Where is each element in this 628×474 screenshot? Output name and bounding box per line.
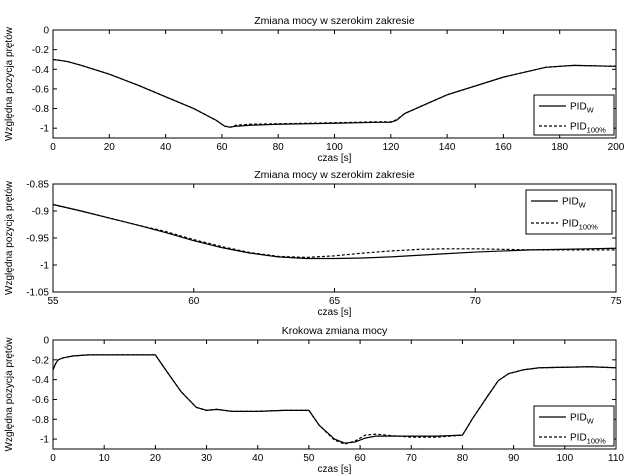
x-tick-label: 50 [303,453,315,464]
y-tick-label: -1 [40,435,49,446]
legend-label-main: PID [570,122,587,133]
legend-label-pid-100: PID100% [570,122,606,135]
y-tick-label: -0.8 [32,104,50,115]
legend-label-subscript: W [587,106,595,115]
legend-label-main: PID [570,102,587,113]
x-tick-label: 70 [470,296,482,307]
y-axis-label: Względna pozycja prętów [4,180,15,295]
y-tick-label: -0.4 [32,375,50,386]
series-line-pid-w [52,354,617,444]
y-tick-label: -1 [40,124,49,135]
axes-frame [52,29,617,139]
axes-frame [52,339,617,450]
legend-label-main: PID [570,413,587,424]
y-tick-label: -0.6 [32,84,50,95]
y-tick-label: -0.95 [26,234,49,245]
x-axis-label: czas [s] [318,464,352,474]
x-tick-label: 65 [329,296,341,307]
legend-box [533,405,615,447]
x-tick-label: 20 [150,453,162,464]
x-tick-label: 30 [201,453,213,464]
chart-title: Zmiana mocy w szerokim zakresie [254,15,415,27]
x-tick-label: 120 [382,142,399,153]
x-tick-label: 40 [160,142,172,153]
legend-box [533,94,615,136]
x-tick-label: 140 [439,142,456,153]
x-tick-label: 80 [457,453,469,464]
chart-title: Krokowa zmiana mocy [282,325,388,337]
series-line-pid-w [52,58,617,128]
x-tick-label: 60 [216,142,228,153]
x-tick-label: 40 [252,453,264,464]
y-axis-label: Względna pozycja prętów [4,26,15,141]
y-tick-label: -0.85 [26,180,49,191]
x-tick-label: 0 [50,142,56,153]
series-line-pid-100 [52,354,617,445]
x-tick-label: 70 [406,453,418,464]
x-axis-label: czas [s] [318,153,352,164]
y-tick-label: -1.05 [26,288,49,299]
y-tick-label: -0.4 [32,65,50,76]
y-tick-label: -0.9 [32,207,50,218]
x-tick-label: 60 [188,296,200,307]
legend-label-subscript: 100% [587,437,607,446]
x-tick-label: 90 [508,453,520,464]
x-tick-label: 160 [495,142,512,153]
x-tick-label: 55 [47,296,59,307]
x-tick-label: 80 [273,142,285,153]
chart-3: Krokowa zmiana mocy 0 10 20 30 40 50 60 70 80 90 10… [4,325,624,474]
legend-label-pid-w: PIDW [570,413,595,426]
y-tick-label: -0.8 [32,415,50,426]
legend-label-pid-100: PID100% [562,219,598,232]
y-tick-label: -0.2 [32,45,50,56]
legend-label-pid-w: PIDW [562,197,587,210]
y-tick-label: -1 [40,261,49,272]
legend-label-main: PID [570,433,587,444]
x-tick-label: 10 [99,453,111,464]
legend-label-pid-w: PIDW [570,102,595,115]
chart-title: Zmiana mocy w szerokim zakresie [254,169,415,181]
x-tick-label: 180 [551,142,568,153]
legend-label-subscript: 100% [587,126,607,135]
legend-label-pid-100: PID100% [570,433,606,446]
x-tick-label: 100 [556,453,573,464]
x-tick-label: 110 [608,453,624,464]
y-tick-label: 0 [43,26,49,37]
series-line-pid-100 [52,203,616,259]
series-line-pid-100 [52,58,617,128]
x-tick-label: 75 [610,296,622,307]
chart-1: Zmiana mocy w szerokim zakresie 0 20 40 60 80… [4,15,625,164]
y-tick-label: -0.6 [32,395,50,406]
legend-label-subscript: W [579,201,587,210]
legend-label-subscript: 100% [579,223,599,232]
legend-label-main: PID [562,219,579,230]
chart-2: Zmiana mocy w szerokim zakresie 55 60 65 70 7… [4,169,622,318]
x-tick-label: 60 [355,453,367,464]
legend-box [525,189,613,235]
x-tick-label: 200 [608,142,625,153]
y-tick-label: 0 [43,336,49,347]
y-axis-label: Względna pozycja prętów [4,337,15,452]
legend-label-main: PID [562,197,579,208]
x-tick-label: 0 [50,453,56,464]
x-tick-label: 100 [326,142,343,153]
x-axis-label: czas [s] [318,307,352,318]
y-tick-label: -0.2 [32,355,50,366]
x-tick-label: 20 [104,142,116,153]
legend-label-subscript: W [587,417,595,426]
